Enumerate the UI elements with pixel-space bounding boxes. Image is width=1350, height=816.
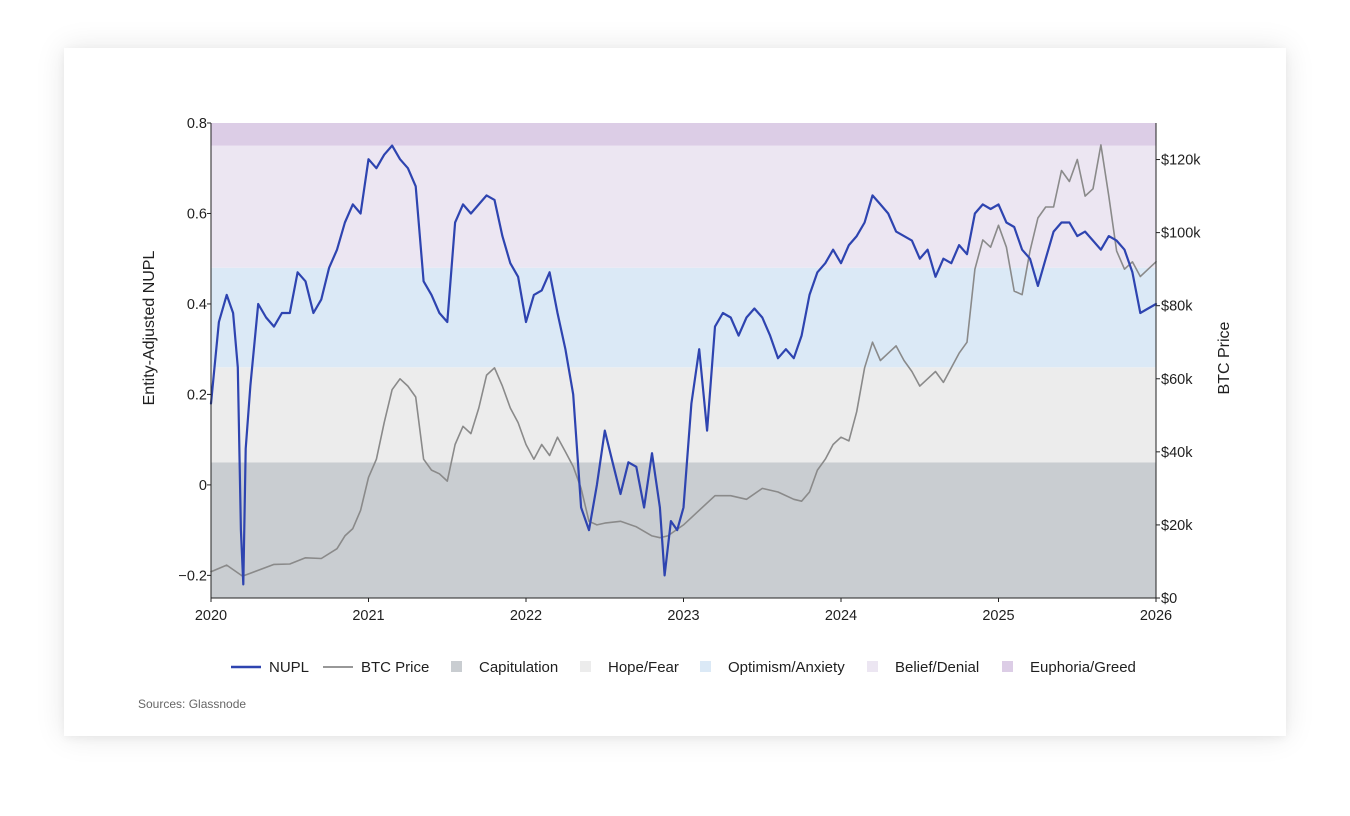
right-tick-label: $20k xyxy=(1161,518,1193,534)
x-tick-label: 2023 xyxy=(667,608,699,624)
legend-item-hope-fear: Hope/Fear xyxy=(580,659,679,676)
legend-item-btc-price: BTC Price xyxy=(323,659,429,676)
series-layer xyxy=(209,144,1158,586)
legend-item-belief-denial: Belief/Denial xyxy=(867,659,979,676)
x-tick-label: 2024 xyxy=(825,608,857,624)
legend-label: BTC Price xyxy=(361,659,429,676)
series-line-nupl xyxy=(209,144,1158,586)
right-tick-label: $120k xyxy=(1161,153,1201,169)
nupl-btc-chart: 0.8 0.6 0.4 0.2 0 −0.2 $0 $20k $40k $60k $80k $100k… xyxy=(138,116,1233,711)
right-tick-label: $0 xyxy=(1161,591,1177,607)
left-tick-label: 0 xyxy=(199,478,207,494)
band-optimism-anxiety xyxy=(211,267,1156,368)
right-tick-label: $80k xyxy=(1161,299,1193,315)
series-line-btc-price xyxy=(210,144,1157,577)
legend-label: Capitulation xyxy=(479,659,558,676)
legend-item-optimism-anxiety: Optimism/Anxiety xyxy=(700,659,845,676)
legend-label: Hope/Fear xyxy=(608,659,679,676)
band-euphoria-greed xyxy=(211,123,1156,146)
legend-swatch-optimism-anxiety xyxy=(700,661,711,672)
legend-item-nupl: NUPL xyxy=(231,659,309,676)
legend-swatch-hope-fear xyxy=(580,661,591,672)
x-tick-label: 2026 xyxy=(1140,608,1172,624)
legend-label: Belief/Denial xyxy=(895,659,979,676)
legend-swatch-capitulation xyxy=(451,661,462,672)
right-axis-title: BTC Price xyxy=(1216,321,1233,394)
left-tick-label: 0.4 xyxy=(187,297,207,313)
right-tick-label: $60k xyxy=(1161,372,1193,388)
left-axis-title: Entity-Adjusted NUPL xyxy=(141,251,158,406)
legend-label: NUPL xyxy=(269,659,309,676)
legend-item-euphoria-greed: Euphoria/Greed xyxy=(1002,659,1136,676)
left-tick-label: 0.2 xyxy=(187,387,207,403)
source-note: Sources: Glassnode xyxy=(138,697,246,711)
legend-label: Euphoria/Greed xyxy=(1030,659,1136,676)
x-tick-label: 2025 xyxy=(982,608,1014,624)
axes: 0.8 0.6 0.4 0.2 0 −0.2 $0 $20k $40k $60k $80k $100k… xyxy=(178,116,1201,624)
x-tick-label: 2020 xyxy=(195,608,227,624)
band-capitulation xyxy=(211,462,1156,598)
x-tick-label: 2021 xyxy=(352,608,384,624)
right-tick-label: $40k xyxy=(1161,445,1193,461)
legend-swatch-euphoria-greed xyxy=(1002,661,1013,672)
legend-label: Optimism/Anxiety xyxy=(728,659,845,676)
chart-card: 0.8 0.6 0.4 0.2 0 −0.2 $0 $20k $40k $60k $80k $100k… xyxy=(64,48,1286,736)
legend-swatch-belief-denial xyxy=(867,661,878,672)
left-tick-label: 0.6 xyxy=(187,206,207,222)
right-tick-label: $100k xyxy=(1161,226,1201,242)
band-hope-fear xyxy=(211,367,1156,463)
left-tick-label: 0.8 xyxy=(187,116,207,132)
sentiment-bands xyxy=(211,123,1156,598)
legend-item-capitulation: Capitulation xyxy=(451,659,558,676)
left-tick-label: −0.2 xyxy=(178,568,207,584)
legend: NUPL BTC Price Capitulation Hope/Fear Optimi… xyxy=(231,659,1136,676)
x-tick-label: 2022 xyxy=(510,608,542,624)
